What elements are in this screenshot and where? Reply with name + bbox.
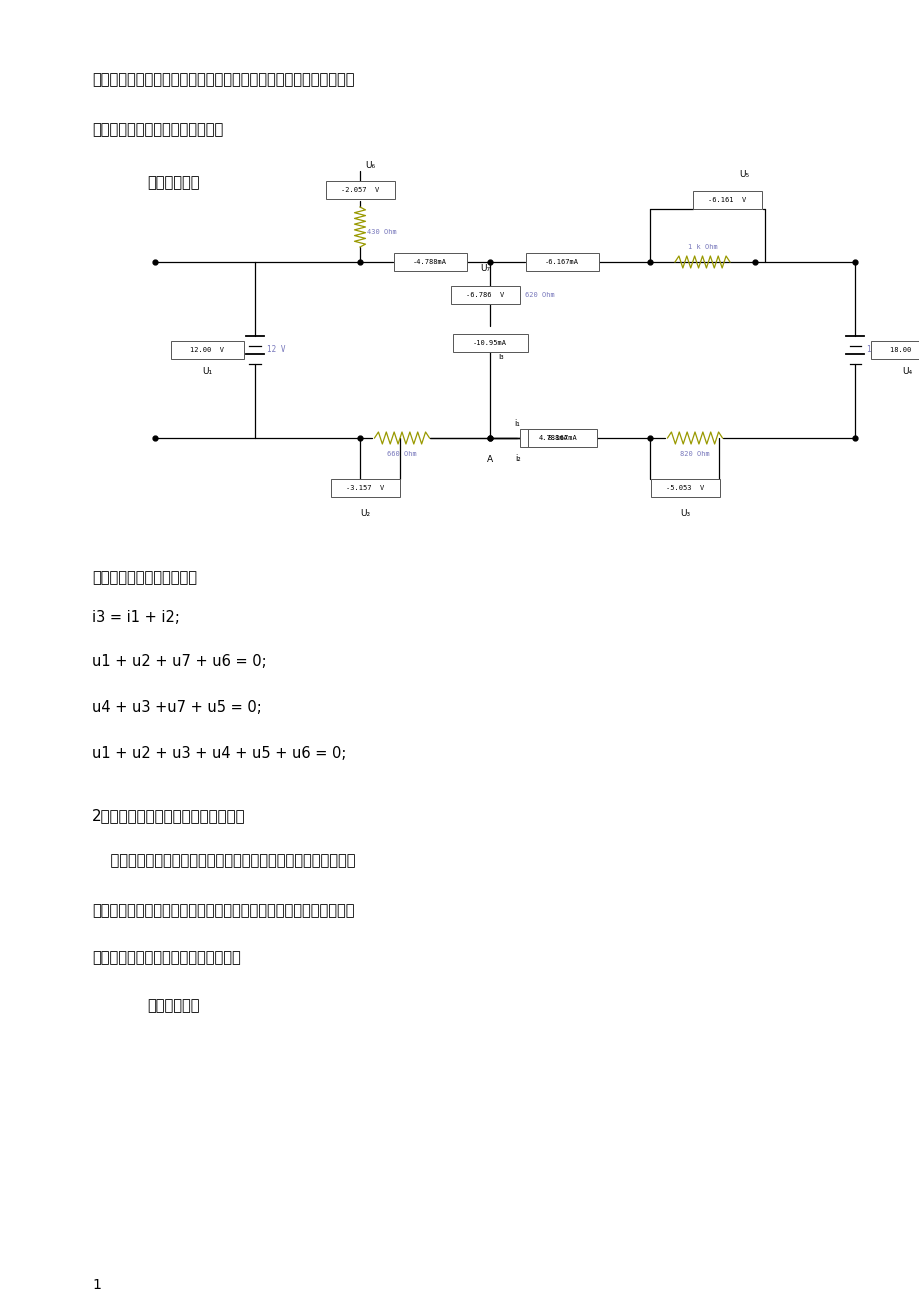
Text: -10.95mA: -10.95mA (472, 340, 506, 346)
Text: 和分流关系，并与理论计算值相比较。: 和分流关系，并与理论计算值相比较。 (92, 950, 241, 965)
Text: -4.788mA: -4.788mA (413, 259, 447, 266)
Text: 18 V: 18 V (866, 345, 885, 354)
Text: 430 Ohm: 430 Ohm (367, 229, 396, 234)
Text: i₁: i₁ (514, 419, 519, 428)
FancyBboxPatch shape (692, 191, 761, 210)
Text: -3.157  V: -3.157 V (346, 486, 384, 491)
Text: 12.00  V: 12.00 V (190, 348, 223, 353)
Text: -6.167mA: -6.167mA (544, 259, 578, 266)
Text: 660 Ohm: 660 Ohm (387, 450, 416, 457)
FancyBboxPatch shape (650, 479, 719, 497)
Text: 实验原理图：: 实验原理图： (147, 999, 199, 1013)
Text: 1 k Ohm: 1 k Ohm (686, 243, 717, 250)
FancyBboxPatch shape (325, 181, 394, 199)
Text: 实验原理图：: 实验原理图： (147, 174, 199, 190)
FancyBboxPatch shape (393, 254, 466, 271)
Text: A: A (486, 454, 493, 464)
Text: 点，测量节点的电流代数和与回路电压代数和，验证基尔霍夫电流和: 点，测量节点的电流代数和与回路电压代数和，验证基尔霍夫电流和 (92, 72, 354, 87)
Text: U₇: U₇ (480, 264, 490, 273)
Text: U₃: U₃ (679, 509, 689, 518)
Text: 与理论计算数据比较分析：: 与理论计算数据比较分析： (92, 570, 197, 585)
FancyBboxPatch shape (869, 341, 919, 359)
Text: U₅: U₅ (739, 171, 749, 178)
FancyBboxPatch shape (330, 479, 399, 497)
Text: U₂: U₂ (359, 509, 369, 518)
Text: 联电阻和并联电阻，测量电阻上的电压和电流，验证电阻串并联分压: 联电阻和并联电阻，测量电阻上的电压和电流，验证电阻串并联分压 (92, 904, 354, 918)
Text: 4.788mA: 4.788mA (539, 435, 568, 441)
FancyBboxPatch shape (525, 254, 598, 271)
Text: i₂: i₂ (515, 454, 520, 464)
Text: 12 V: 12 V (267, 345, 285, 354)
FancyBboxPatch shape (450, 285, 519, 305)
Text: 620 Ohm: 620 Ohm (525, 292, 554, 298)
Text: -6.786  V: -6.786 V (465, 292, 504, 298)
Text: 电压定理并与理论计算值相比较。: 电压定理并与理论计算值相比较。 (92, 122, 223, 137)
Text: 2、电阻串并联分压和分流关系验证。: 2、电阻串并联分压和分流关系验证。 (92, 809, 245, 823)
Text: -5.053  V: -5.053 V (665, 486, 703, 491)
Text: u1 + u2 + u3 + u4 + u5 + u6 = 0;: u1 + u2 + u3 + u4 + u5 + u6 = 0; (92, 746, 346, 760)
Text: i₃: i₃ (497, 352, 503, 361)
Text: u1 + u2 + u7 + u6 = 0;: u1 + u2 + u7 + u6 = 0; (92, 654, 267, 669)
Text: 8.167mA: 8.167mA (547, 435, 576, 441)
Text: U₆: U₆ (365, 161, 375, 171)
Text: u4 + u3 +u7 + u5 = 0;: u4 + u3 +u7 + u5 = 0; (92, 700, 262, 715)
Text: i3 = i1 + i2;: i3 = i1 + i2; (92, 611, 180, 625)
Text: -2.057  V: -2.057 V (341, 187, 379, 193)
Text: 18.00  V: 18.00 V (889, 348, 919, 353)
Text: U₁: U₁ (201, 367, 212, 376)
Text: 820 Ohm: 820 Ohm (679, 450, 709, 457)
FancyBboxPatch shape (170, 341, 244, 359)
Text: -6.161  V: -6.161 V (708, 197, 746, 203)
FancyBboxPatch shape (452, 335, 527, 352)
Text: 1: 1 (92, 1279, 101, 1292)
Text: 解决方案：自己设计一个电路，要求包括三个以上的电阻，有串: 解决方案：自己设计一个电路，要求包括三个以上的电阻，有串 (92, 853, 355, 868)
FancyBboxPatch shape (519, 430, 588, 447)
FancyBboxPatch shape (527, 430, 596, 447)
Text: U₄: U₄ (901, 367, 911, 376)
